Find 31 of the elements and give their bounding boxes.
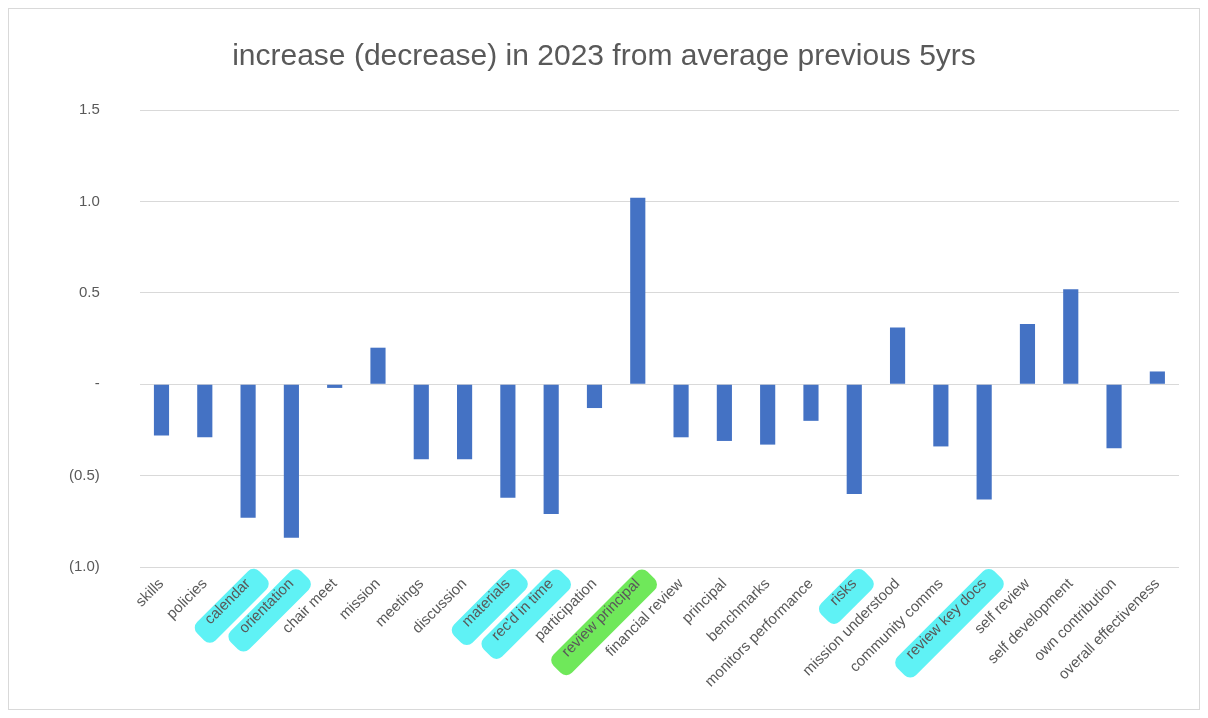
chart-title: increase (decrease) in 2023 from average previous 5yrs	[232, 38, 976, 72]
y-tick-label: 1.5	[78, 100, 100, 118]
y-tick-label: 0.5	[78, 282, 100, 300]
bar	[1106, 384, 1122, 449]
bar	[976, 384, 992, 500]
y-tick-label: (0.5)	[69, 465, 100, 483]
bar	[153, 384, 170, 436]
bar	[327, 384, 343, 388]
y-tick-label: (1.0)	[69, 557, 100, 575]
bar	[586, 384, 603, 409]
y-tick-label: -	[94, 374, 100, 392]
bar	[370, 347, 386, 384]
bar	[413, 384, 429, 460]
bar	[889, 327, 906, 384]
bar	[1019, 323, 1036, 384]
bar	[1063, 289, 1079, 384]
bar	[630, 197, 646, 384]
bar	[846, 384, 862, 494]
y-tick-label: 1.0	[78, 191, 100, 209]
bar	[673, 384, 689, 438]
bar	[543, 384, 559, 515]
bar	[1149, 371, 1165, 384]
bar	[197, 384, 213, 438]
bar	[716, 384, 732, 441]
bar	[240, 384, 256, 518]
bar	[803, 384, 819, 421]
bar	[933, 384, 949, 447]
bar	[283, 384, 299, 538]
bar	[760, 384, 776, 445]
bar	[457, 384, 473, 460]
bar	[500, 384, 516, 498]
